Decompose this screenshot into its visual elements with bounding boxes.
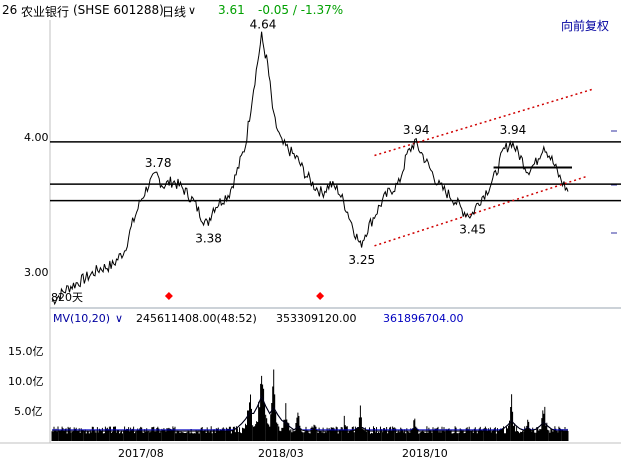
mv10-line [52,395,568,431]
adjust-button[interactable]: 向前复权 [561,18,609,33]
price-annotation-3: 3.94 [403,123,430,137]
stock-name: 农业银行 [21,5,70,19]
volume-panel[interactable] [51,369,569,442]
code-prefix: 26 [2,3,18,17]
vol-tick-10: 10.0亿 [8,375,44,388]
vol-tick-15: 15.0亿 [8,345,44,358]
price-annotation-0: 4.64 [250,18,277,32]
mv20-line [52,395,568,432]
price-annotation-5: 3.25 [348,253,375,267]
price-line [51,31,569,306]
price-change: -0.05 / -1.37% [258,3,344,17]
vol-tick-5: 5.0亿 [14,405,43,418]
mv-value-2: 353309120.00 [276,312,356,325]
mv-legend-label[interactable]: MV(10,20) [53,312,110,325]
mv-value-1: 245611408.00(48:52) [136,312,257,325]
channel-upper-line [374,88,595,157]
signal-marker-1 [316,292,325,300]
signal-marker-0 [164,292,173,300]
x-tick-2018-03: 2018/03 [258,447,304,460]
price-panel[interactable]: 4.64 3.78 3.38 3.94 3.94 3.25 3.45 [50,18,621,306]
x-tick-2018-10: 2018/10 [402,447,448,460]
ma-days-label: 820天 [51,291,83,304]
price-annotation-6: 3.45 [459,223,486,237]
period-selector[interactable]: 日线 [162,5,187,19]
x-tick-2017-08: 2017/08 [118,447,164,460]
y-tick-4: 4.00 [24,131,49,144]
chart-header: 26 农业银行 (SHSE 601288) 日线 ∨ 3.61 -0.05 / … [0,0,621,20]
exchange-code: (SHSE 601288) [73,3,164,17]
price-annotation-1: 3.78 [145,156,172,170]
volume-bars [51,369,569,441]
y-tick-3: 3.00 [24,266,49,279]
current-price: 3.61 [218,3,245,17]
price-annotation-2: 3.38 [195,232,222,246]
mv-value-3: 361896704.00 [383,312,463,325]
price-annotation-4: 3.94 [500,123,527,137]
chevron-down-icon[interactable]: ∨ [188,4,197,17]
mv-dropdown-icon[interactable]: ∨ [115,312,123,325]
